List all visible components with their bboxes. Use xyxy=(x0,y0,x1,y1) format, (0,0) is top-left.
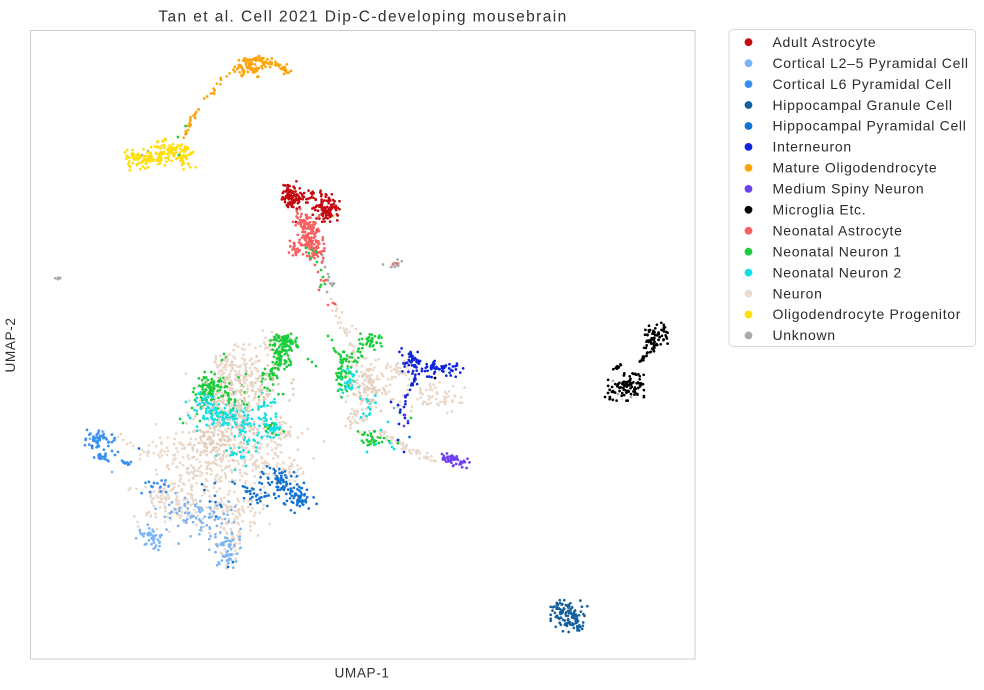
svg-text:Mature Oligodendrocyte: Mature Oligodendrocyte xyxy=(773,160,938,176)
svg-text:Unknown: Unknown xyxy=(773,327,836,343)
svg-text:Cortical L6 Pyramidal Cell: Cortical L6 Pyramidal Cell xyxy=(773,76,952,92)
svg-text:Neonatal Astrocyte: Neonatal Astrocyte xyxy=(773,222,903,238)
svg-text:Interneuron: Interneuron xyxy=(773,139,852,155)
svg-text:Tan et al. Cell 2021 Dip-C-dev: Tan et al. Cell 2021 Dip-C-developing mo… xyxy=(158,9,567,26)
svg-text:UMAP-1: UMAP-1 xyxy=(335,666,390,681)
svg-text:Neuron: Neuron xyxy=(773,285,823,301)
svg-text:Neonatal Neuron 1: Neonatal Neuron 1 xyxy=(773,243,902,259)
svg-text:Medium Spiny Neuron: Medium Spiny Neuron xyxy=(773,181,925,197)
svg-text:UMAP-2: UMAP-2 xyxy=(3,318,18,373)
svg-text:Oligodendrocyte Progenitor: Oligodendrocyte Progenitor xyxy=(773,306,962,322)
svg-text:Hippocampal Pyramidal Cell: Hippocampal Pyramidal Cell xyxy=(773,118,967,134)
svg-text:Cortical L2–5 Pyramidal Cell: Cortical L2–5 Pyramidal Cell xyxy=(773,55,969,71)
svg-text:Neonatal Neuron 2: Neonatal Neuron 2 xyxy=(773,264,902,280)
svg-text:Microglia Etc.: Microglia Etc. xyxy=(773,202,867,218)
svg-text:Hippocampal Granule Cell: Hippocampal Granule Cell xyxy=(773,97,953,113)
svg-text:Adult Astrocyte: Adult Astrocyte xyxy=(773,34,877,50)
